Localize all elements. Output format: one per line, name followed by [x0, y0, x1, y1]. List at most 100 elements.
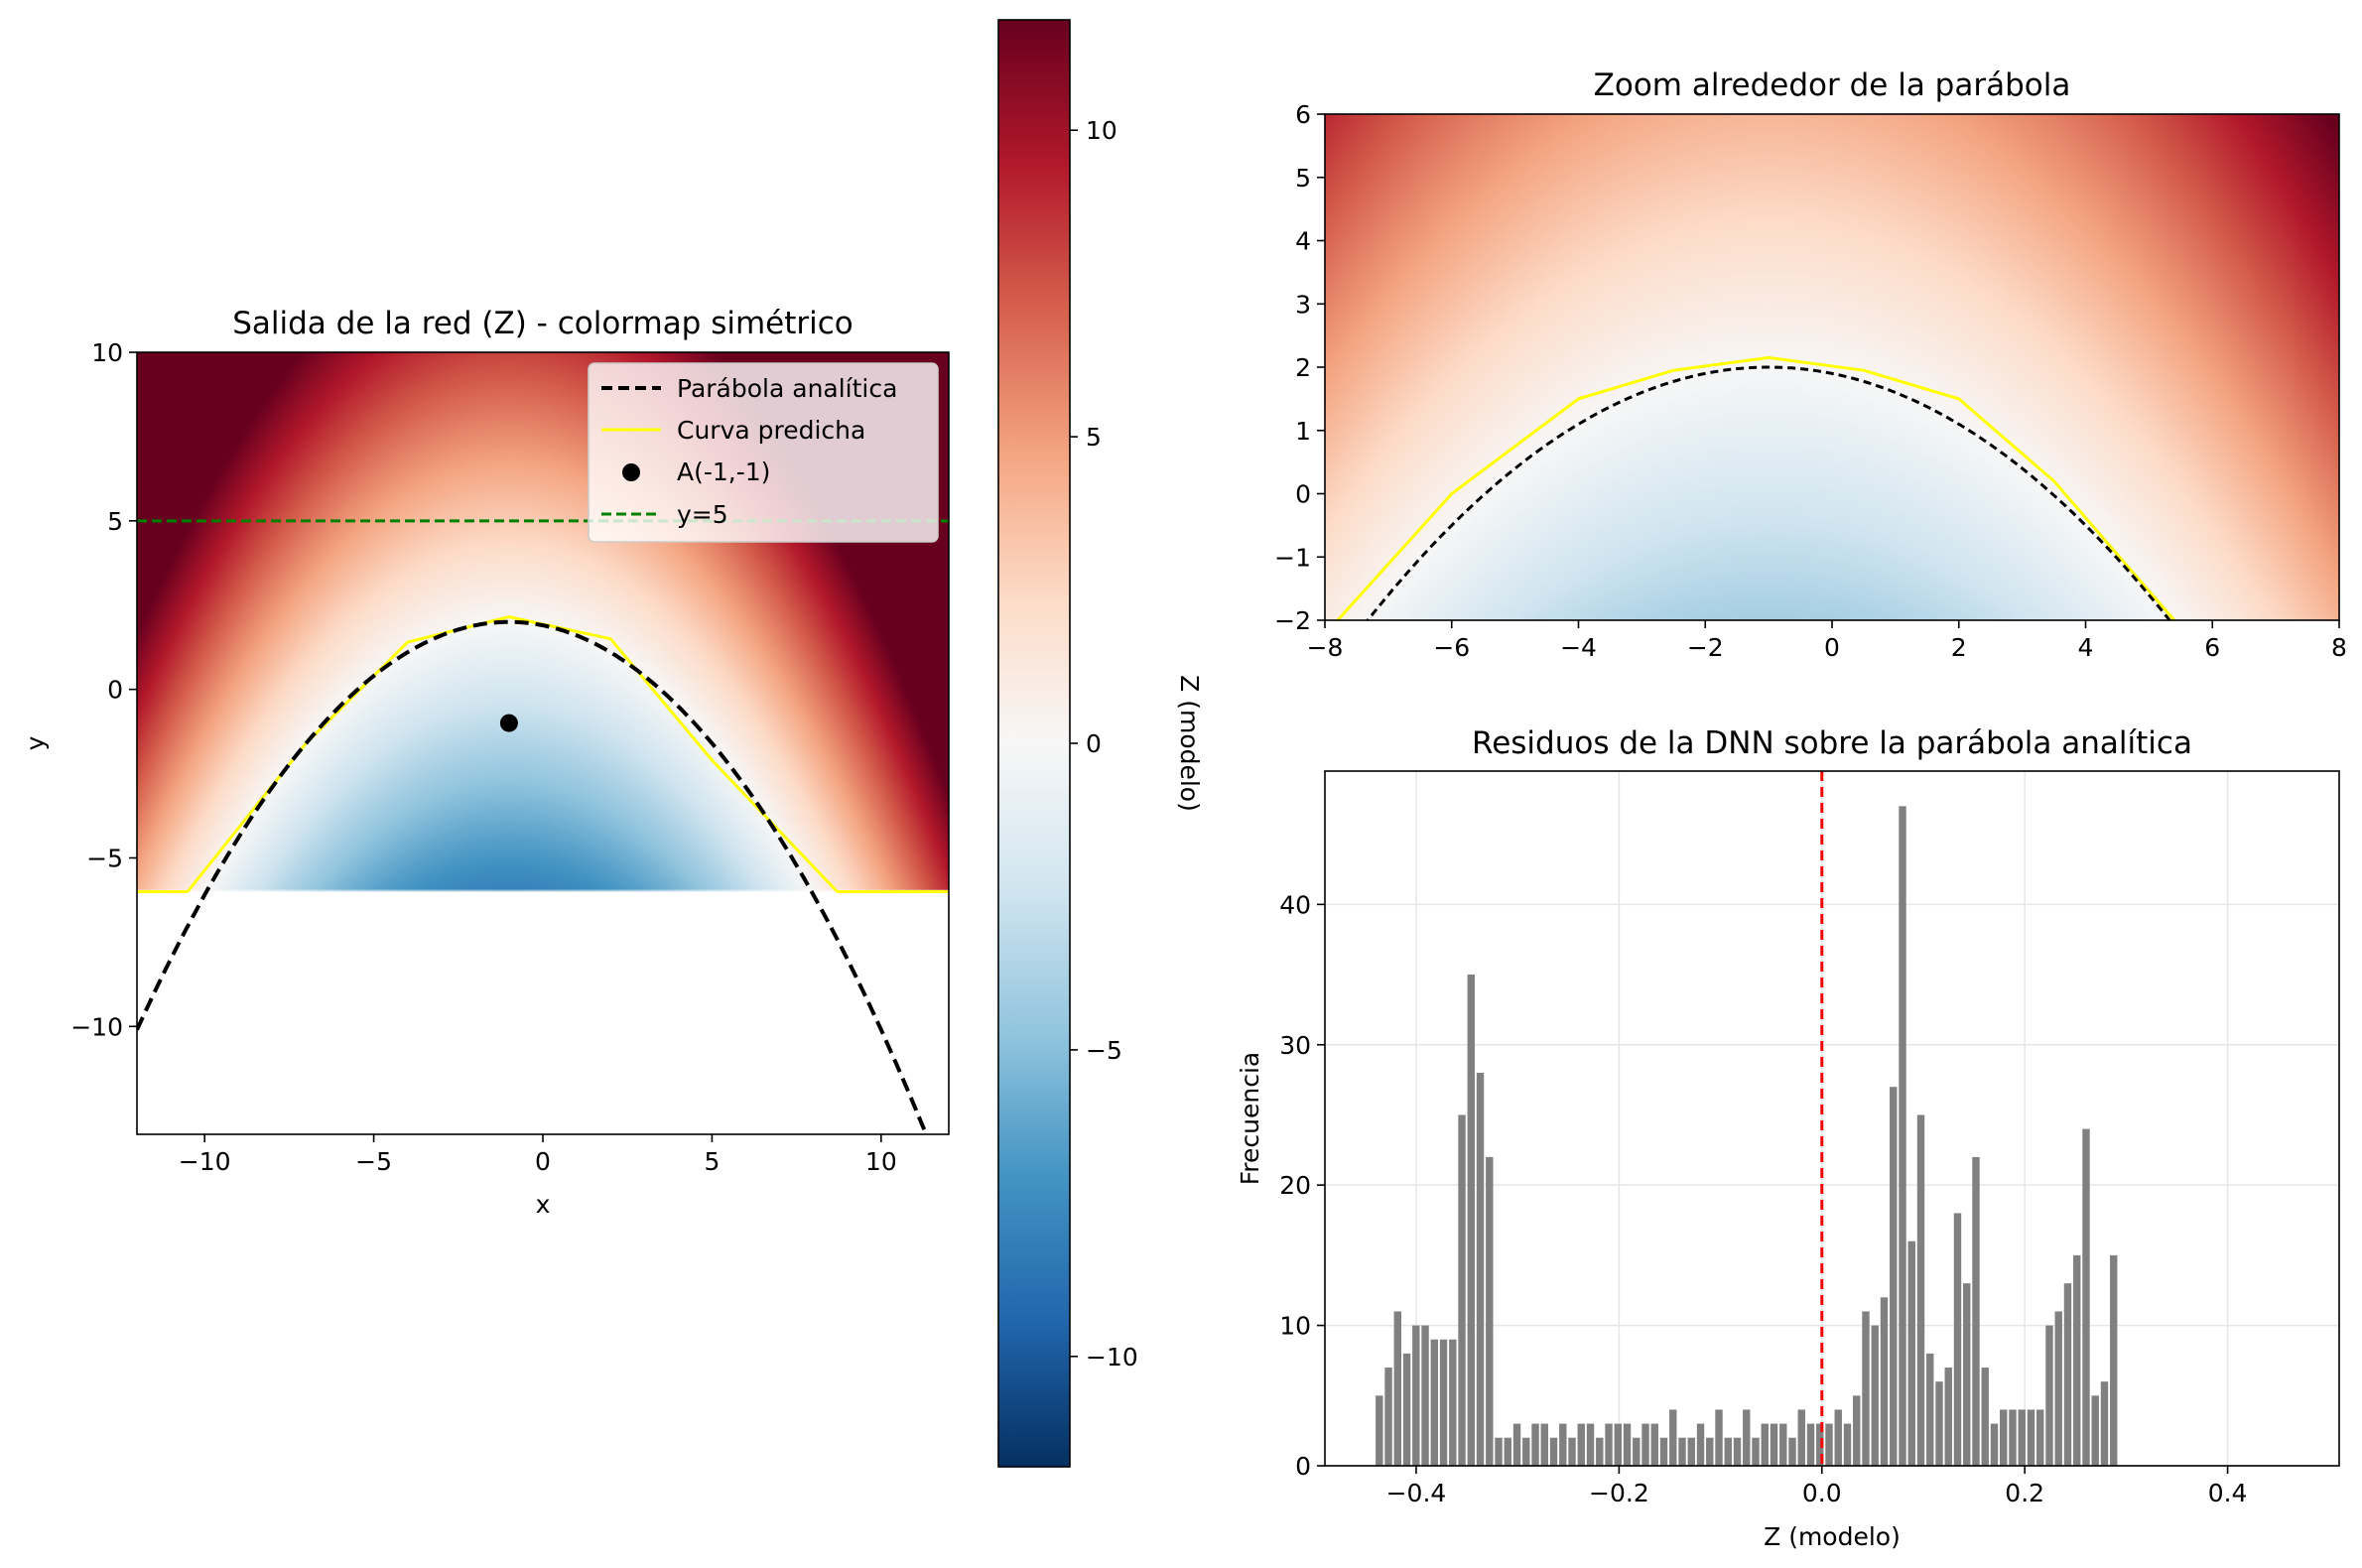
hist-bar	[1779, 1423, 1787, 1466]
zoom-xtick-label: −6	[1433, 633, 1470, 662]
main-xlabel: x	[536, 1190, 551, 1219]
hist-bar	[1376, 1395, 1383, 1466]
main-xtick-label: −10	[179, 1147, 231, 1176]
main-heatmap-panel: Salida de la red (Z) - colormap simétric…	[21, 306, 950, 1219]
hist-bar	[1853, 1395, 1861, 1466]
hist-bar	[1623, 1423, 1632, 1466]
main-ytick-label: −5	[86, 844, 123, 872]
hist-bar	[1669, 1409, 1677, 1466]
hist-bar	[1458, 1114, 1466, 1466]
hist-bar	[1733, 1437, 1742, 1466]
colorbar: −10 −5 0 5 10 Z (modelo)	[997, 19, 1204, 1468]
main-xtick-label: 0	[535, 1147, 551, 1176]
hist-bar	[1439, 1339, 1448, 1466]
hist-bar	[1504, 1437, 1511, 1466]
zoom-ytick-label: 2	[1295, 353, 1311, 382]
hist-bar	[2036, 1409, 2044, 1466]
hist-bar	[1522, 1437, 1530, 1466]
zoom-xtick-label: 2	[1951, 633, 1967, 662]
hist-bar	[2091, 1395, 2099, 1466]
hist-bar	[2073, 1254, 2081, 1466]
hist-bar	[1577, 1423, 1585, 1466]
zoom-ytick-label: 3	[1295, 290, 1311, 319]
main-ytick-label: 0	[107, 676, 123, 705]
zoom-xtick-label: 8	[2331, 633, 2347, 662]
hist-bar	[1678, 1437, 1686, 1466]
hist-bar	[1586, 1423, 1595, 1466]
hist-bar	[1752, 1437, 1760, 1466]
hist-bar	[1596, 1437, 1604, 1466]
legend-point-label: A(-1,-1)	[677, 457, 770, 486]
main-ytick-label: 10	[91, 338, 123, 367]
colorbar-tick-label: −5	[1086, 1036, 1122, 1065]
hist-bar	[1687, 1437, 1695, 1466]
zoom-analytic-parabola	[1366, 365, 2172, 620]
hist-bar	[2082, 1128, 2090, 1466]
zoom-ytick-label: −1	[1274, 543, 1311, 572]
hist-bar	[2027, 1409, 2035, 1466]
hist-bar	[1715, 1409, 1723, 1466]
hist-bar	[1862, 1311, 1870, 1466]
zoom-xtick-label: 4	[2078, 633, 2094, 662]
hist-bar	[1605, 1423, 1613, 1466]
zoom-ytick-label: 5	[1295, 164, 1311, 193]
colorbar-gradient	[997, 19, 1071, 1468]
hist-bar	[1944, 1368, 1952, 1466]
hist-xtick-label: 0.4	[2208, 1479, 2248, 1507]
hist-bar	[1568, 1437, 1576, 1466]
zoom-xtick-label: −2	[1687, 633, 1724, 662]
hist-ytick-label: 20	[1279, 1171, 1311, 1200]
legend-point-swatch	[622, 463, 640, 481]
main-xtick-label: 5	[704, 1147, 720, 1176]
point-A	[499, 714, 518, 732]
main-ytick-label: −10	[70, 1012, 123, 1041]
hist-xtick-label: −0.2	[1589, 1479, 1649, 1507]
hist-bar	[1963, 1283, 1971, 1466]
hist-bar	[2100, 1381, 2109, 1466]
hist-bar	[2054, 1311, 2062, 1466]
hist-bar	[1871, 1325, 1879, 1466]
hist-xtick-label: −0.4	[1386, 1479, 1447, 1507]
hist-bar	[1559, 1423, 1567, 1466]
hist-bar	[1761, 1423, 1769, 1466]
hist-bar	[1402, 1353, 1411, 1466]
hist-bar	[1614, 1423, 1622, 1466]
hist-bar	[1797, 1409, 1805, 1466]
colorbar-label: Z (modelo)	[1175, 675, 1204, 812]
hist-bar	[1486, 1156, 1494, 1466]
zoom-xtick-label: 0	[1824, 633, 1840, 662]
hist-bar	[2063, 1283, 2072, 1466]
main-heatmap-title: Salida de la red (Z) - colormap simétric…	[232, 306, 853, 341]
zoom-ytick-label: 0	[1295, 480, 1311, 509]
hist-bar	[1806, 1423, 1815, 1466]
hist-bar	[1659, 1437, 1668, 1466]
hist-bar	[2110, 1254, 2118, 1466]
zoom-ytick-label: −2	[1274, 606, 1311, 635]
hist-bar	[1512, 1423, 1521, 1466]
zoom-title: Zoom alrededor de la parábola	[1594, 67, 2071, 103]
hist-bar	[1430, 1339, 1438, 1466]
zoom-xtick-label: −8	[1307, 633, 1344, 662]
hist-bar	[1495, 1437, 1503, 1466]
hist-xtick-label: 0.0	[1802, 1479, 1842, 1507]
hist-xlabel: Z (modelo)	[1764, 1522, 1901, 1551]
zoom-panel: Zoom alrededor de la parábola −8 −6 −4 −2 0 2…	[1274, 67, 2347, 662]
hist-ytick-label: 0	[1295, 1452, 1311, 1481]
hist-bar	[1650, 1423, 1658, 1466]
hist-title: Residuos de la DNN sobre la parábola ana…	[1472, 725, 2192, 761]
hist-bar	[1412, 1325, 1420, 1466]
colorbar-tick-label: 10	[1086, 116, 1117, 145]
hist-bar	[1907, 1241, 1915, 1466]
hist-bar	[1880, 1297, 1889, 1466]
colorbar-tick-label: 5	[1086, 423, 1102, 452]
hist-bar	[1724, 1437, 1732, 1466]
hist-bar	[1743, 1409, 1751, 1466]
hist-ylabel: Frecuencia	[1236, 1052, 1264, 1186]
legend-frame	[588, 362, 939, 543]
hist-bar	[2018, 1409, 2026, 1466]
main-ytick-label: 5	[107, 507, 123, 536]
hist-bar	[1476, 1073, 1485, 1466]
hist-bar	[1633, 1437, 1640, 1466]
hist-bar	[2045, 1325, 2053, 1466]
